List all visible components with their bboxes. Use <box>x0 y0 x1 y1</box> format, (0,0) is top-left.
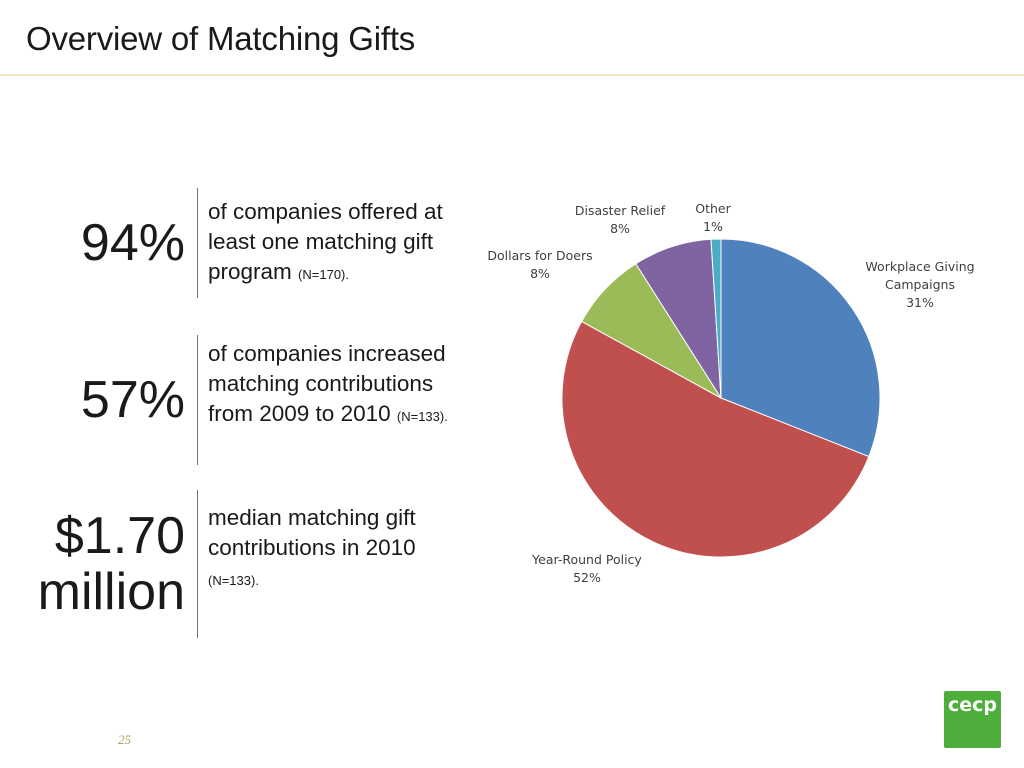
stat-divider <box>197 335 198 465</box>
pie-slice-workplace-giving-campaigns <box>720 238 881 458</box>
stat-description: of companies increased matching contribu… <box>198 335 458 465</box>
stat-value: 57% <box>0 335 197 465</box>
stat-value-line1: 94% <box>80 213 185 272</box>
pie-slice-other <box>710 238 722 399</box>
stat-block-companies-offered: 94% of companies offered at least one ma… <box>0 188 458 298</box>
stat-sample-size: (N=133). <box>208 572 259 588</box>
stat-description: of companies offered at least one matchi… <box>198 188 458 298</box>
stat-value: 94% <box>0 188 197 298</box>
stat-value-line1: 57% <box>80 370 185 429</box>
stat-value-line1: $1.70 <box>54 506 185 565</box>
pie-label-other: Other 1% <box>695 201 731 234</box>
stat-block-median-contributions: $1.70 million median matching gift contr… <box>0 490 458 638</box>
stat-value: $1.70 million <box>0 490 197 638</box>
stat-block-companies-increased: 57% of companies increased matching cont… <box>0 335 458 465</box>
stat-divider <box>197 490 198 638</box>
logo-text: cecp <box>947 694 997 716</box>
stat-sample-size: (N=170). <box>298 267 349 282</box>
stat-description: median matching gift contributions in 20… <box>198 490 458 638</box>
stat-description-text: median matching gift contributions in 20… <box>208 504 416 560</box>
stat-value-line2: million <box>37 563 185 621</box>
pie-label-year-round-policy: Year-Round Policy 52% <box>531 552 642 585</box>
stat-description-text: of companies increased matching contribu… <box>208 341 446 426</box>
slide-title: Overview of Matching Gifts <box>26 20 416 57</box>
pie-label-dollars-for-doers: Dollars for Doers 8% <box>487 248 592 281</box>
pie-slice-year-round-policy <box>561 320 870 558</box>
stat-sample-size: (N=133). <box>396 409 448 424</box>
stat-description-text: of companies offered at least one matchi… <box>208 199 443 284</box>
pie-label-workplace-giving-campaigns: Workplace Giving Campaigns 31% <box>865 259 974 310</box>
title-divider <box>0 74 1024 76</box>
pie-label-disaster-relief: Disaster Relief 8% <box>575 203 666 236</box>
page-number: 25 <box>118 732 131 747</box>
stat-divider <box>197 188 198 298</box>
cecp-logo: cecp <box>944 691 1001 748</box>
